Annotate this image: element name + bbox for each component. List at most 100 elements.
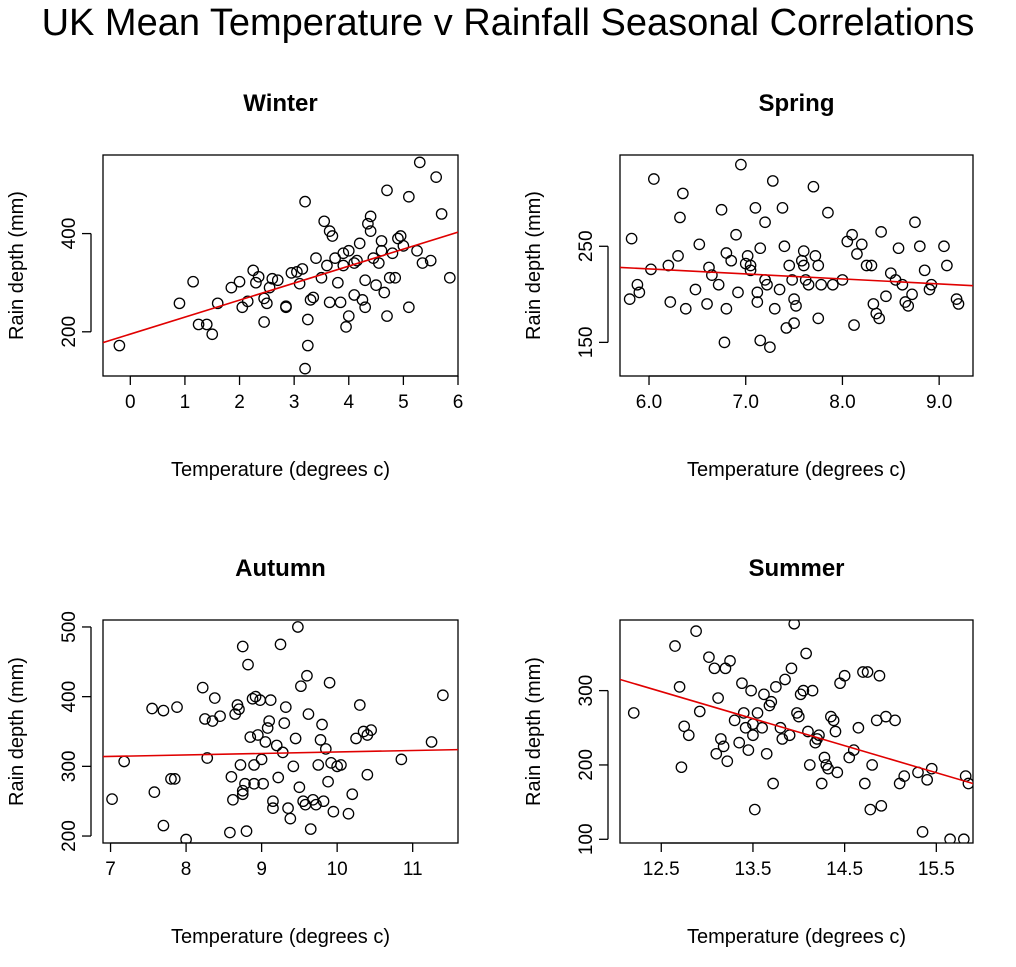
panel-spring: Spring 6.0 7.0 8.0 9.0 150 250 Temperature (deg… bbox=[523, 90, 974, 481]
data-point bbox=[241, 295, 254, 308]
data-point bbox=[263, 715, 276, 727]
data-point bbox=[291, 266, 303, 278]
data-point bbox=[264, 694, 277, 706]
x-tick-label: 11 bbox=[403, 859, 423, 880]
data-point bbox=[310, 252, 322, 264]
x-tick-label: 8 bbox=[181, 859, 192, 880]
data-point bbox=[285, 267, 298, 279]
data-point bbox=[402, 190, 415, 203]
data-point bbox=[867, 298, 880, 310]
x-tick-label: 4 bbox=[343, 392, 354, 413]
data-point bbox=[337, 247, 350, 260]
data-point bbox=[301, 339, 314, 352]
data-point bbox=[689, 283, 702, 296]
data-point bbox=[674, 211, 686, 224]
x-tick-label: 7.0 bbox=[733, 392, 759, 413]
data-point bbox=[880, 290, 892, 303]
data-point bbox=[776, 201, 789, 214]
x-tick-label: 5 bbox=[398, 392, 409, 413]
x-tick-label: 10 bbox=[327, 859, 348, 880]
y-tick-label: 200 bbox=[59, 316, 80, 348]
data-point bbox=[678, 720, 691, 733]
data-point bbox=[800, 647, 812, 660]
data-point bbox=[292, 621, 304, 633]
data-point bbox=[304, 294, 317, 306]
data-point bbox=[307, 291, 320, 304]
data-point bbox=[272, 771, 285, 784]
panel-title: Autumn bbox=[235, 555, 326, 582]
data-point bbox=[873, 312, 886, 325]
data-point bbox=[768, 302, 781, 315]
data-point bbox=[397, 240, 410, 252]
data-point bbox=[792, 710, 805, 723]
data-point bbox=[284, 812, 297, 825]
data-point bbox=[873, 669, 886, 682]
data-point bbox=[921, 773, 934, 786]
data-point bbox=[779, 673, 791, 686]
data-point bbox=[318, 215, 331, 228]
data-point bbox=[353, 699, 366, 711]
data-point bbox=[383, 271, 396, 284]
regression-line bbox=[103, 231, 458, 344]
x-tick-label: 8.0 bbox=[829, 392, 855, 413]
data-point bbox=[710, 747, 723, 760]
data-point bbox=[822, 206, 834, 219]
data-point bbox=[378, 286, 391, 299]
data-point bbox=[962, 777, 973, 790]
data-point bbox=[889, 714, 901, 727]
data-point bbox=[327, 805, 340, 818]
data-point bbox=[682, 729, 695, 742]
data-point bbox=[424, 254, 437, 267]
data-point bbox=[855, 238, 868, 251]
data-point bbox=[267, 795, 279, 808]
x-tick-label: 6 bbox=[453, 392, 464, 413]
data-point bbox=[261, 722, 274, 734]
data-point bbox=[672, 250, 684, 262]
data-point bbox=[364, 225, 377, 237]
x-tick-label: 7 bbox=[105, 859, 116, 880]
main-title: UK Mean Temperature v Rainfall Seasonal … bbox=[41, 2, 975, 44]
data-point bbox=[797, 259, 810, 272]
data-point bbox=[416, 257, 429, 269]
data-point bbox=[669, 640, 681, 652]
data-point bbox=[293, 781, 306, 794]
data-point bbox=[846, 228, 858, 241]
data-point bbox=[815, 777, 828, 790]
data-point bbox=[802, 278, 815, 291]
data-point bbox=[741, 250, 754, 262]
data-point bbox=[720, 302, 733, 315]
data-point bbox=[255, 753, 268, 766]
data-point bbox=[675, 761, 688, 774]
data-point bbox=[625, 232, 638, 245]
data-point bbox=[267, 802, 279, 815]
data-point bbox=[248, 759, 260, 771]
y-axis-label: Rain depth (mm) bbox=[523, 191, 545, 340]
data-point bbox=[952, 298, 965, 310]
y-tick-label: 200 bbox=[59, 820, 80, 852]
data-point bbox=[173, 297, 186, 310]
data-point bbox=[192, 318, 205, 331]
data-point bbox=[751, 296, 764, 308]
data-point bbox=[244, 731, 257, 743]
data-point bbox=[437, 689, 449, 702]
data-point bbox=[838, 669, 851, 682]
data-point bbox=[875, 799, 888, 812]
data-point bbox=[357, 725, 370, 738]
data-point bbox=[386, 247, 399, 260]
data-point bbox=[730, 228, 742, 241]
data-point bbox=[748, 803, 761, 816]
data-point bbox=[664, 296, 677, 308]
data-point bbox=[860, 259, 873, 272]
x-axis-label: Temperature (degrees c) bbox=[687, 926, 906, 948]
data-point bbox=[736, 677, 748, 690]
data-point bbox=[815, 278, 828, 291]
data-point bbox=[797, 245, 810, 257]
data-point bbox=[211, 297, 224, 310]
x-tick-label: 14.5 bbox=[826, 859, 863, 880]
data-point bbox=[778, 240, 791, 253]
data-point bbox=[312, 759, 325, 771]
data-point bbox=[896, 278, 909, 291]
data-point bbox=[299, 195, 311, 208]
data-point bbox=[394, 230, 407, 242]
data-point bbox=[719, 662, 732, 675]
